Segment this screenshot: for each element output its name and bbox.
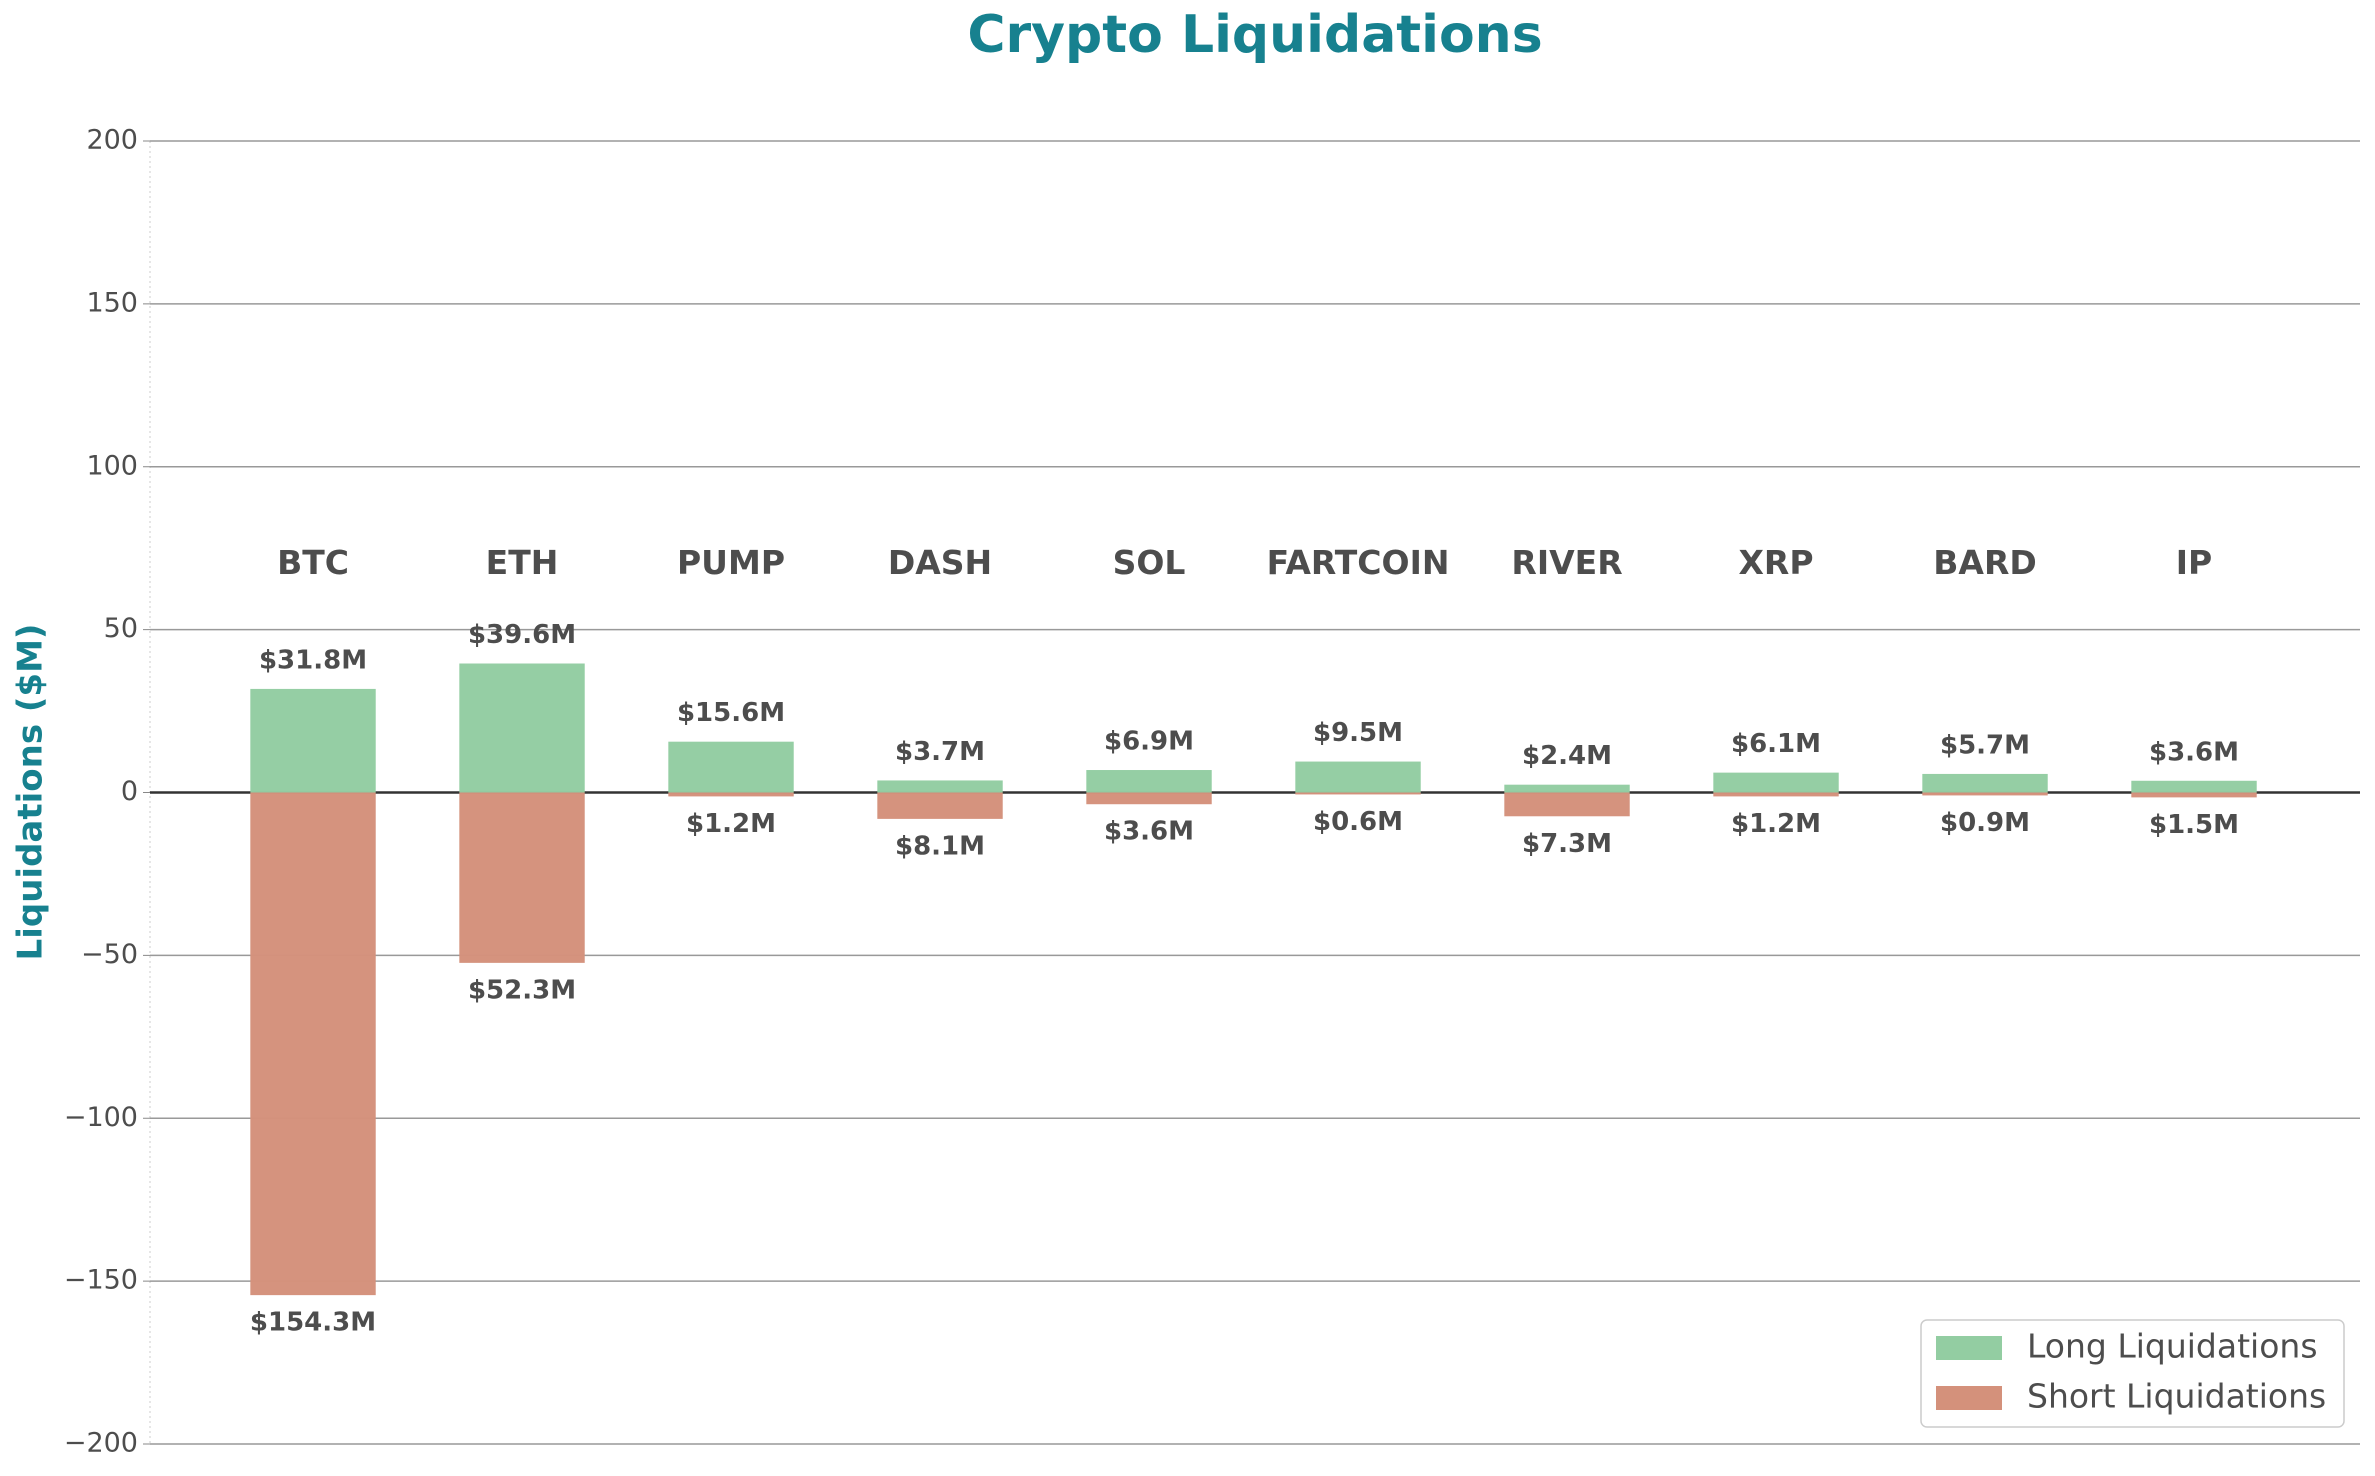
y-tick-label: −200 bbox=[64, 1428, 138, 1459]
value-label: $1.2M bbox=[1731, 809, 1821, 839]
category-label: FARTCOIN bbox=[1267, 543, 1450, 582]
bar bbox=[1922, 792, 2048, 796]
legend-swatch bbox=[1936, 1386, 2002, 1410]
category-label: PUMP bbox=[677, 543, 785, 582]
value-label: $31.8M bbox=[259, 645, 367, 675]
y-tick-label: −50 bbox=[81, 939, 138, 970]
y-tick-label: 150 bbox=[86, 287, 138, 318]
bar bbox=[1504, 792, 1630, 817]
value-label: $1.5M bbox=[2149, 810, 2239, 840]
bar bbox=[1295, 761, 1421, 793]
chart-title: Crypto Liquidations bbox=[967, 5, 1542, 65]
bar bbox=[459, 792, 585, 963]
legend-box bbox=[1920, 1319, 2345, 1428]
y-tick-label: 100 bbox=[86, 450, 138, 481]
bar bbox=[1713, 792, 1839, 797]
bar bbox=[2131, 780, 2257, 793]
legend-label: Long Liquidations bbox=[2027, 1327, 2318, 1366]
value-label: $52.3M bbox=[468, 975, 576, 1005]
value-label: $3.7M bbox=[895, 737, 985, 767]
bar bbox=[1922, 773, 2048, 793]
category-label: BTC bbox=[277, 543, 349, 582]
bar bbox=[1086, 770, 1212, 793]
value-label: $0.9M bbox=[1940, 808, 2030, 838]
bar bbox=[877, 792, 1003, 819]
value-label: $3.6M bbox=[2149, 737, 2239, 767]
bar bbox=[250, 688, 376, 793]
bar bbox=[1086, 792, 1212, 805]
value-label: $39.6M bbox=[468, 620, 576, 650]
bar bbox=[250, 792, 376, 1296]
category-label: XRP bbox=[1738, 543, 1813, 582]
bar bbox=[459, 663, 585, 793]
value-label: $15.6M bbox=[677, 698, 785, 728]
category-label: RIVER bbox=[1511, 543, 1622, 582]
legend-swatch bbox=[1936, 1336, 2002, 1360]
value-label: $6.9M bbox=[1104, 727, 1194, 757]
value-label: $154.3M bbox=[250, 1308, 376, 1338]
bar bbox=[1295, 792, 1421, 795]
value-label: $8.1M bbox=[895, 831, 985, 861]
category-label: DASH bbox=[888, 543, 992, 582]
value-label: $0.6M bbox=[1313, 807, 1403, 837]
y-tick-label: 50 bbox=[104, 613, 138, 644]
value-label: $5.7M bbox=[1940, 730, 2030, 760]
category-label: IP bbox=[2176, 543, 2212, 582]
y-tick-label: 0 bbox=[121, 776, 138, 807]
category-label: BARD bbox=[1933, 543, 2037, 582]
value-label: $6.1M bbox=[1731, 729, 1821, 759]
bar bbox=[668, 741, 794, 793]
bar bbox=[1713, 772, 1839, 793]
value-label: $1.2M bbox=[686, 809, 776, 839]
bar bbox=[2131, 792, 2257, 798]
value-label: $9.5M bbox=[1313, 718, 1403, 748]
legend-label: Short Liquidations bbox=[2027, 1377, 2326, 1416]
value-label: $3.6M bbox=[1104, 817, 1194, 847]
bar bbox=[877, 780, 1003, 793]
category-label: ETH bbox=[486, 543, 559, 582]
bar bbox=[668, 792, 794, 797]
value-label: $7.3M bbox=[1522, 829, 1612, 859]
y-axis-label: Liquidations ($M) bbox=[11, 624, 51, 961]
y-tick-label: −150 bbox=[64, 1265, 138, 1296]
value-label: $2.4M bbox=[1522, 741, 1612, 771]
bar bbox=[1504, 784, 1630, 793]
category-label: SOL bbox=[1113, 543, 1186, 582]
y-tick-label: −100 bbox=[64, 1102, 138, 1133]
y-tick-label: 200 bbox=[86, 125, 138, 156]
